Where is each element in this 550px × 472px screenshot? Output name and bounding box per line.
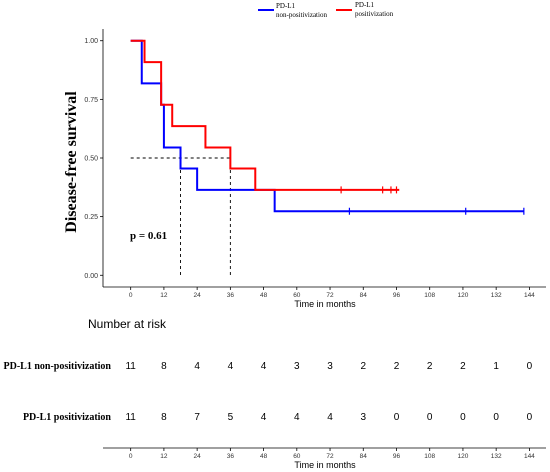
legend-label-non-positivization-line2: non-positivization	[276, 11, 327, 19]
risk-x-tick-label: 72	[326, 453, 334, 460]
y-tick-label: 0.50	[84, 156, 98, 163]
risk-count-cell: 11	[125, 361, 136, 372]
risk-x-tick-label: 0	[129, 453, 133, 460]
survival-curve-positivization	[130, 39, 400, 191]
x-tick-label: 132	[491, 292, 502, 299]
risk-x-tick-label: 36	[227, 453, 235, 460]
risk-x-tick-label: 96	[393, 453, 401, 460]
risk-count-cell: 4	[294, 412, 300, 423]
legend-label-non-positivization-line1: PD-L1	[276, 2, 296, 10]
x-axis: 0 12 24 36 48 60 72 84 96 108 120 132 144	[103, 286, 546, 299]
x-tick-label: 84	[360, 292, 368, 299]
survival-curves	[130, 39, 525, 215]
risk-count-cell: 8	[161, 412, 167, 423]
risk-count-cell: 0	[427, 412, 433, 423]
risk-count-cell: 3	[294, 361, 300, 372]
risk-count-cell: 0	[527, 412, 533, 423]
risk-table-x-title: Time in months	[294, 460, 356, 470]
risk-x-tick-label: 48	[260, 453, 268, 460]
risk-x-tick-label: 132	[491, 453, 502, 460]
y-tick-label: 0.25	[84, 214, 98, 221]
risk-table: Number at risk PD-L1 non-positivization …	[3, 317, 546, 470]
risk-count-cell: 2	[360, 361, 366, 372]
risk-x-tick-label: 60	[293, 453, 301, 460]
risk-count-cell: 3	[327, 361, 333, 372]
risk-count-cell: 0	[394, 412, 400, 423]
x-tick-label: 144	[524, 292, 535, 299]
risk-count-cell: 4	[228, 361, 234, 372]
risk-count-cell: 0	[493, 412, 499, 423]
x-tick-label: 120	[458, 292, 469, 299]
risk-count-cell: 2	[394, 361, 400, 372]
y-axis: 0.00 0.25 0.50 0.75 1.00	[84, 29, 104, 287]
risk-row-label-non-positivization: PD-L1 non-positivization	[3, 361, 111, 372]
risk-count-cell: 5	[228, 412, 234, 423]
x-tick-label: 24	[194, 292, 202, 299]
x-tick-label: 0	[129, 292, 133, 299]
risk-count-cell: 8	[161, 361, 167, 372]
x-tick-label: 36	[227, 292, 235, 299]
risk-row-label-positivization: PD-L1 positivization	[23, 412, 111, 423]
legend: PD-L1 non-positivization PD-L1 positiviz…	[258, 1, 394, 19]
x-tick-label: 72	[326, 292, 334, 299]
y-axis-title: Disease-free survival	[63, 91, 80, 233]
median-lines	[130, 157, 231, 276]
risk-count-cell: 0	[527, 361, 533, 372]
y-tick-label: 1.00	[84, 38, 98, 45]
risk-x-tick-label: 144	[524, 453, 535, 460]
risk-count-cell: 0	[460, 412, 466, 423]
legend-label-positivization-line1: PD-L1	[355, 1, 375, 9]
p-value-annotation: p = 0.61	[130, 230, 167, 242]
risk-count-cell: 2	[427, 361, 433, 372]
x-tick-label: 48	[260, 292, 268, 299]
risk-count-cell: 4	[327, 412, 333, 423]
x-tick-label: 108	[424, 292, 435, 299]
risk-count-cell: 1	[493, 361, 499, 372]
risk-count-cell: 4	[261, 361, 267, 372]
x-axis-title: Time in months	[294, 299, 356, 309]
risk-x-tick-label: 24	[194, 453, 202, 460]
x-tick-label: 60	[293, 292, 301, 299]
risk-count-cell: 11	[125, 412, 136, 423]
risk-count-cell: 3	[360, 412, 366, 423]
survival-plot: Disease-free survival 0.00 0.25 0.50 0.75 1.…	[63, 29, 546, 309]
x-tick-label: 96	[393, 292, 401, 299]
risk-table-x-axis: 0 12 24 36 48 60 72 84 96 108 120 132 144	[103, 447, 546, 460]
risk-count-cell: 4	[194, 361, 200, 372]
y-tick-label: 0.75	[84, 97, 98, 104]
risk-x-tick-label: 84	[360, 453, 368, 460]
risk-count-cell: 7	[194, 412, 200, 423]
risk-table-title: Number at risk	[88, 317, 167, 331]
y-tick-label: 0.00	[84, 273, 98, 280]
x-tick-label: 12	[160, 292, 168, 299]
risk-x-tick-label: 120	[458, 453, 469, 460]
risk-table-cells: 11 8 4 4 4 3 3 2 2 2 2 1 0 11 8 7 5 4 4 4 3 0 0 0 0 0	[125, 361, 532, 423]
risk-x-tick-label: 12	[160, 453, 168, 460]
risk-x-tick-label: 108	[424, 453, 435, 460]
risk-count-cell: 4	[261, 412, 267, 423]
risk-count-cell: 2	[460, 361, 466, 372]
legend-label-positivization-line2: positivization	[355, 10, 394, 18]
